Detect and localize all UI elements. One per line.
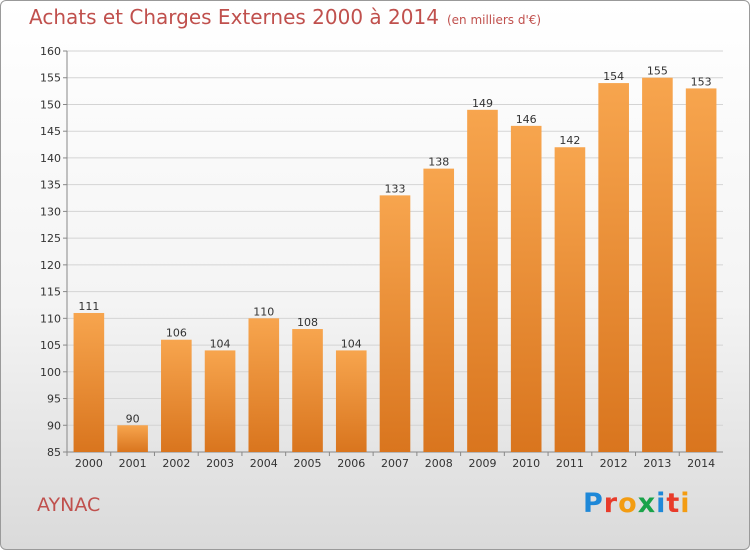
bar (423, 168, 455, 453)
y-tick-label: 100 (40, 366, 61, 379)
y-tick-label: 125 (40, 232, 61, 245)
data-labels: 111 90 106 104 110 108 104 133 138 149 146 142 154 15… (78, 65, 711, 426)
data-label: 108 (297, 316, 318, 329)
y-tick-label: 120 (40, 259, 61, 272)
y-tick-label: 145 (40, 125, 61, 138)
y-tick-label: 155 (40, 72, 61, 85)
bar (248, 318, 280, 452)
x-tick-label: 2003 (206, 457, 234, 470)
y-tick-label: 150 (40, 98, 61, 111)
bars (73, 77, 717, 453)
proxiti-logo: Proxiti (583, 488, 691, 520)
x-tick-label: 2012 (600, 457, 628, 470)
logo-letter: i (656, 488, 667, 519)
commune-name: AYNAC (37, 494, 101, 516)
data-label: 104 (341, 337, 362, 350)
bar (642, 77, 673, 452)
x-tick-label: 2002 (162, 457, 190, 470)
x-tick-label: 2004 (250, 457, 278, 470)
data-label: 149 (472, 97, 493, 110)
y-tick-label: 135 (40, 179, 61, 192)
x-tick-label: 2008 (425, 457, 453, 470)
x-tick-label: 2013 (643, 457, 671, 470)
data-label: 155 (647, 65, 668, 78)
bar (510, 125, 542, 452)
bar (379, 195, 411, 453)
data-label: 111 (78, 300, 99, 313)
data-label: 133 (385, 182, 406, 195)
x-tick-label: 2005 (294, 457, 322, 470)
bar (292, 329, 323, 452)
x-tick-label: 2009 (468, 457, 496, 470)
y-tick-label: 95 (47, 393, 61, 406)
y-tick-label: 130 (40, 205, 61, 218)
data-label: 104 (210, 337, 231, 350)
data-label: 153 (691, 75, 712, 88)
y-tick-label: 105 (40, 339, 61, 352)
data-label: 146 (516, 113, 537, 126)
logo-letter: r (603, 488, 619, 519)
bar (598, 83, 629, 452)
data-label: 106 (166, 327, 187, 340)
data-label: 142 (559, 134, 580, 147)
data-label: 110 (253, 305, 274, 318)
logo-letter: x (637, 488, 657, 519)
bar (73, 312, 105, 452)
chart-title: Achats et Charges Externes 2000 à 2014 (e… (29, 5, 541, 29)
logo-letter: t (666, 488, 681, 519)
bar (554, 147, 586, 453)
logo-letter: i (680, 488, 691, 519)
x-tick-label: 2006 (337, 457, 365, 470)
x-tick-label: 2001 (119, 457, 147, 470)
x-tick-labels: 2000 2001 2002 2003 2004 2005 2006 2007 2008 2009… (75, 457, 715, 470)
bar (685, 88, 717, 452)
bar (204, 350, 236, 452)
bar (335, 350, 367, 452)
chart-unit: (en milliers d'€) (446, 13, 542, 27)
y-tick-label: 90 (47, 419, 61, 432)
y-tick-label: 110 (40, 312, 61, 325)
x-tick-label: 2010 (512, 457, 540, 470)
bar (117, 425, 148, 452)
y-tick-label: 140 (40, 152, 61, 165)
x-tick-label: 2011 (556, 457, 584, 470)
x-tick-label: 2007 (381, 457, 409, 470)
y-tick-label: 160 (40, 45, 61, 58)
data-label: 154 (603, 70, 624, 83)
x-tick-label: 2014 (687, 457, 715, 470)
x-tick-label: 2000 (75, 457, 103, 470)
y-tick-label: 85 (47, 446, 61, 459)
y-tick-label: 115 (40, 286, 61, 299)
y-tick-labels: 85 90 95 100 105 110 115 120 125 130 135 140 145 150 1… (40, 45, 61, 459)
data-label: 90 (126, 412, 140, 425)
bar (161, 339, 192, 452)
chart-title-text: Achats et Charges Externes 2000 à 2014 (29, 5, 439, 29)
bar (467, 109, 498, 453)
data-label: 138 (428, 156, 449, 169)
logo-letter: P (583, 488, 604, 519)
logo-letter: o (618, 488, 638, 519)
